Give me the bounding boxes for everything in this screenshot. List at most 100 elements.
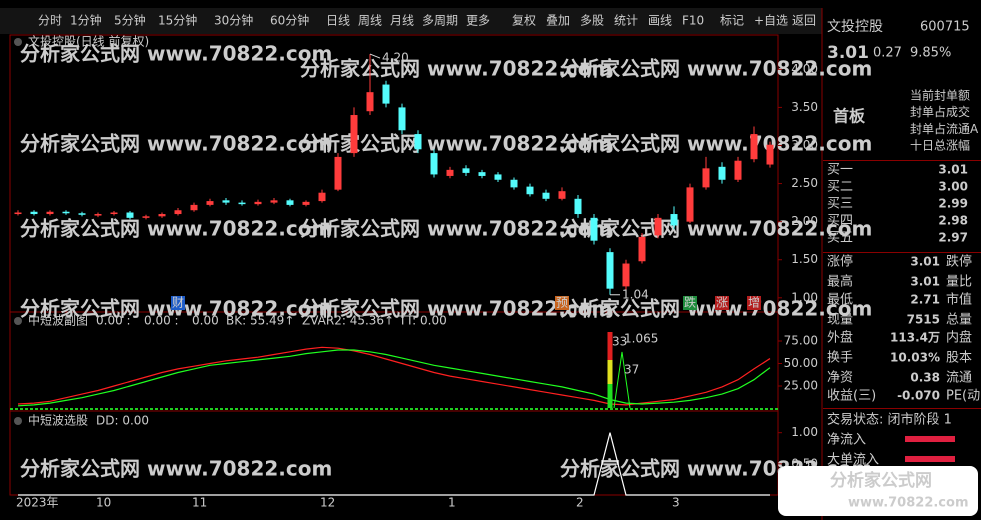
panel-title: 中短波副图: [28, 313, 88, 328]
flow-bar: [905, 436, 955, 442]
stat-label: 量比: [946, 275, 972, 290]
legend-item: ZVAR2: 45.36↑: [302, 314, 394, 328]
stat-label: 净资: [827, 371, 853, 386]
toolbar-button[interactable]: 月线: [390, 14, 414, 28]
event-badge: [555, 296, 569, 310]
candle-body: [526, 186, 534, 195]
toolbar-button[interactable]: 标记: [720, 14, 744, 28]
panel-title: 文投控股(日线 前复权): [28, 34, 149, 49]
x-tick-label: 2: [576, 496, 584, 510]
event-badge: [683, 296, 697, 310]
signal-bar: [607, 332, 613, 360]
panel-toggle[interactable]: [14, 317, 22, 325]
stat-label: 市值: [946, 292, 972, 308]
candle-body: [350, 115, 358, 154]
annotation: 1.04: [622, 287, 649, 301]
annotation: 1.065: [624, 332, 658, 346]
toolbar-button[interactable]: 60分钟: [270, 13, 309, 28]
stat-label: 流通: [946, 371, 972, 386]
candle-body: [734, 160, 742, 180]
event-badge: [715, 296, 729, 310]
event-label: 预: [556, 296, 568, 310]
series-line: [17, 349, 771, 407]
toolbar-button[interactable]: 画线: [648, 14, 672, 28]
stock-name: 文投控股: [827, 19, 883, 35]
stat-label: 最高: [827, 274, 853, 290]
stat-label: 最低: [827, 293, 853, 308]
candle-body: [238, 202, 246, 205]
x-tick-label: 10: [96, 496, 111, 510]
toolbar-button[interactable]: 1分钟: [70, 13, 102, 28]
candle-body: [542, 192, 550, 199]
stat-value: 3.01: [910, 275, 940, 289]
series-line: [18, 432, 770, 496]
toolbar-button[interactable]: 30分钟: [214, 13, 253, 28]
candle-body: [686, 187, 694, 222]
toolbar-button[interactable]: 返回: [792, 14, 816, 28]
toolbar-button[interactable]: 统计: [614, 14, 638, 28]
toolbar-button[interactable]: 周线: [358, 14, 382, 28]
event-badge: [747, 296, 761, 310]
logo-url: www.70822.com: [848, 496, 969, 511]
y-tick-label: 4.00: [791, 62, 818, 76]
bid-label: 买四: [827, 214, 853, 229]
event-badge: [171, 296, 185, 310]
stat-value: 2.71: [910, 293, 940, 307]
candle-body: [430, 153, 438, 175]
toolbar-button[interactable]: F10: [682, 14, 704, 28]
stat-label: 外盘: [827, 330, 853, 346]
signal-bar: [607, 384, 613, 408]
panel-toggle[interactable]: [14, 38, 22, 46]
trade-status: 交易状态: 闭市阶段 1: [827, 412, 952, 428]
toolbar-button[interactable]: 更多: [466, 14, 490, 28]
toolbar-button[interactable]: 15分钟: [158, 13, 197, 28]
candle-body: [110, 212, 118, 215]
toolbar-button[interactable]: 5分钟: [114, 13, 146, 28]
candle-body: [606, 252, 614, 289]
toolbar-button[interactable]: 多股: [580, 14, 604, 28]
candle-body: [174, 210, 182, 215]
stat-label: 收益(三): [827, 389, 876, 404]
candle-body: [334, 156, 342, 190]
candle-body: [462, 168, 470, 173]
change: 0.27: [873, 46, 902, 61]
divider: [823, 408, 981, 409]
panel-toggle[interactable]: [14, 417, 22, 425]
candle-body: [302, 201, 310, 205]
stat-label: PE(动): [946, 389, 981, 404]
candle-body: [270, 200, 278, 203]
flow-bar: [905, 456, 955, 462]
candle-body: [94, 214, 102, 216]
candle-body: [382, 84, 390, 104]
y-tick-label: 75.00: [784, 334, 818, 348]
y-tick-label: 25.00: [784, 379, 818, 393]
candle-body: [126, 212, 134, 218]
candle-body: [142, 216, 150, 218]
bid-price: 2.98: [938, 214, 968, 228]
candle-body: [190, 204, 198, 211]
bid-label: 买一: [827, 163, 853, 178]
candle-body: [62, 211, 70, 214]
toolbar-button[interactable]: 复权: [512, 14, 536, 28]
toolbar-button[interactable]: 叠加: [546, 14, 570, 28]
toolbar-button[interactable]: +自选: [754, 14, 788, 28]
candle-body: [318, 192, 326, 202]
stat-value: 3.01: [910, 255, 940, 269]
candle-body: [414, 134, 422, 150]
x-tick-label: 1: [448, 496, 456, 510]
stat-label: 股本: [946, 351, 972, 366]
legend-item: 0.00 :: [96, 314, 131, 328]
candle-body: [78, 213, 86, 215]
toolbar-button[interactable]: 分时: [38, 14, 62, 28]
watermark: 分析家公式网 www.70822.com: [20, 217, 332, 241]
bid-label: 买三: [827, 197, 853, 212]
toolbar-button[interactable]: 多周期: [422, 14, 458, 28]
toolbar-button[interactable]: 日线: [326, 14, 350, 28]
seal-note: 当前封单额: [910, 88, 970, 103]
y-tick-label: 1.50: [791, 252, 818, 266]
signal-bar: [607, 360, 613, 384]
candle-body: [510, 179, 518, 188]
y-tick-label: 3.00: [791, 138, 818, 152]
